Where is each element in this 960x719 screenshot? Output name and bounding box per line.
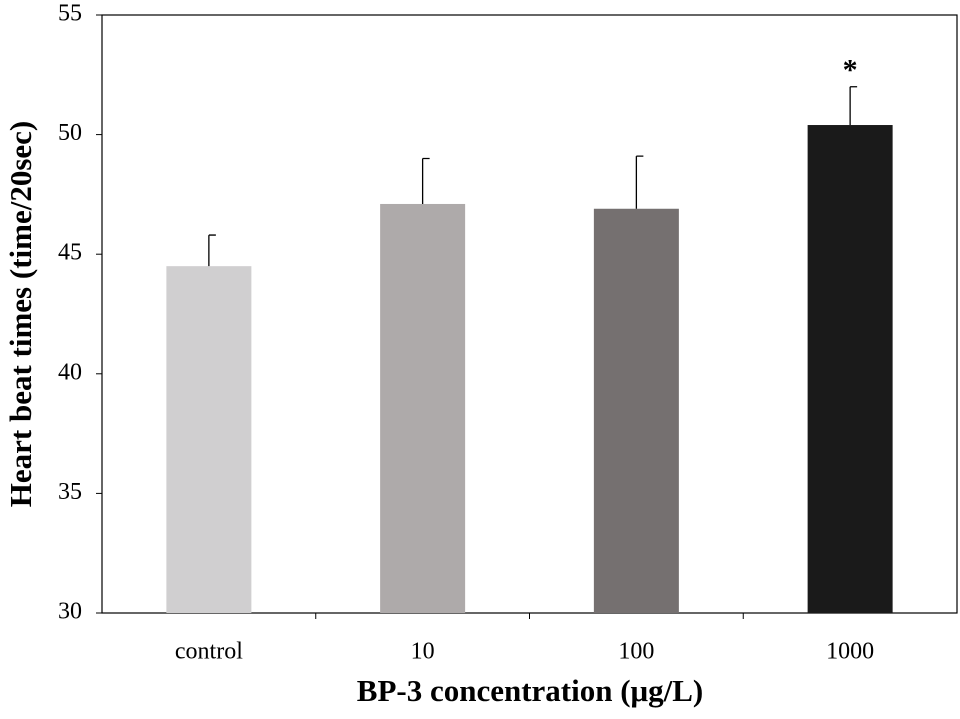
error-bar xyxy=(849,86,858,126)
error-bar xyxy=(421,157,430,204)
x-axis-title: BP-3 concentration (μg/L) xyxy=(357,673,703,708)
y-tick-label: 55 xyxy=(58,1,82,27)
y-tick-label: 50 xyxy=(58,120,82,146)
bar xyxy=(380,203,466,613)
error-bar xyxy=(635,155,644,209)
y-axis-title: Heart beat times (time/20sec) xyxy=(3,121,38,507)
error-bar xyxy=(208,234,216,267)
y-tick-label: 45 xyxy=(58,240,82,266)
y-tick-label: 30 xyxy=(58,599,82,625)
y-tick-label: 40 xyxy=(58,359,82,385)
x-tick-label: 100 xyxy=(618,639,654,665)
y-tick-label: 35 xyxy=(58,479,82,505)
bar xyxy=(593,208,679,613)
x-tick-label: 1000 xyxy=(826,639,874,665)
bar xyxy=(807,125,893,614)
x-tick-label: control xyxy=(175,639,243,665)
x-tick-label: 10 xyxy=(411,639,435,665)
significance-mark: * xyxy=(843,54,858,87)
bar xyxy=(166,266,252,613)
